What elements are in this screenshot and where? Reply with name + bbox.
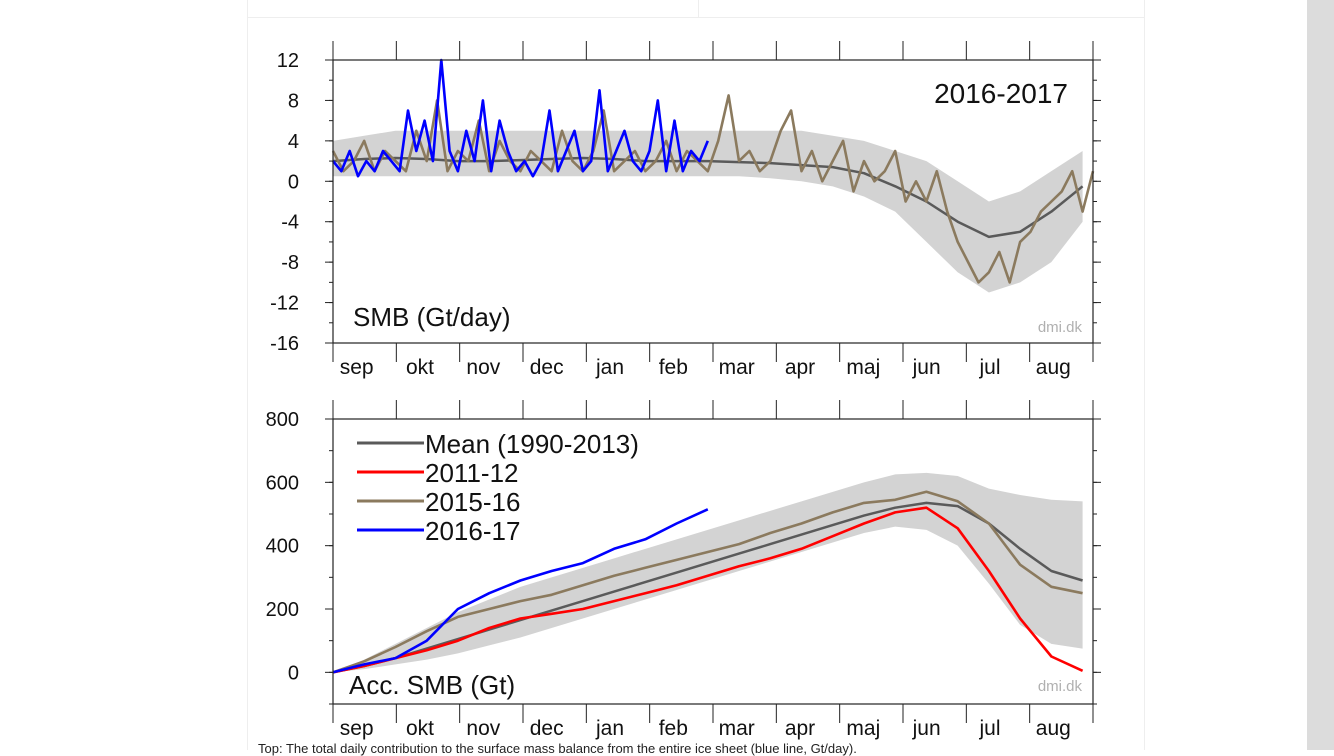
watermark: dmi.dk [1038,319,1083,336]
scrollbar[interactable] [1307,0,1334,750]
y-tick-label: 600 [266,472,299,494]
table-cell [248,0,699,18]
y-tick-label: -16 [270,333,299,355]
panel-1 [325,41,1101,362]
x-tick-label: maj [846,356,880,379]
panel-2 [325,400,1101,723]
x-tick-label: aug [1036,356,1071,379]
y-tick-label: 200 [266,599,299,621]
x-tick-label: jan [595,356,624,379]
x-tick-label: okt [406,717,434,740]
y-axis-label: Acc. SMB (Gt) [349,670,515,700]
y-tick-label: 8 [288,90,299,112]
legend-entry: 2016-17 [425,516,520,546]
x-tick-label: jan [595,717,624,740]
legend-entry: 2015-16 [425,487,520,517]
y-tick-label: -8 [281,252,299,274]
chart-title: 2016-2017 [934,78,1068,109]
page-container [247,0,1145,750]
series-line-y2016 [331,58,710,178]
x-tick-label: mar [719,717,755,740]
range-band [333,472,1083,673]
series-line-y2011 [332,506,1084,674]
x-tick-label: jul [978,356,1000,379]
y-tick-label: 800 [266,409,299,431]
y-tick-label: 400 [266,536,299,558]
y-axis-label: SMB (Gt/day) [353,302,510,332]
x-tick-label: apr [785,356,815,379]
y-tick-label: -12 [270,293,299,315]
watermark: dmi.dk [1038,678,1083,695]
x-tick-label: jul [978,717,1000,740]
series-line-y2016 [332,508,709,674]
series-line-mean [332,501,1083,674]
x-tick-label: jun [912,717,941,740]
x-tick-label: dec [530,717,564,740]
legend-entry: Mean (1990-2013) [425,429,639,459]
series-line-y2015 [332,490,1083,674]
table-cell [699,0,1144,18]
x-tick-label: sep [340,717,374,740]
series-line-mean [332,156,1084,239]
x-tick-label: sep [340,356,374,379]
x-tick-label: apr [785,717,815,740]
x-tick-label: feb [659,717,688,740]
figure-caption: Top: The total daily contribution to the… [258,741,857,756]
x-tick-label: dec [530,356,564,379]
legend-entry: 2011-12 [425,458,519,488]
series-line-y2015 [331,94,1095,284]
y-tick-label: 12 [277,50,299,72]
x-tick-label: okt [406,356,434,379]
y-tick-label: 0 [288,662,299,684]
x-tick-label: jun [912,356,941,379]
x-tick-label: maj [846,717,880,740]
x-tick-label: mar [719,356,755,379]
x-tick-label: aug [1036,717,1071,740]
x-tick-label: feb [659,356,688,379]
y-tick-label: 4 [288,131,299,153]
x-tick-label: nov [466,356,500,379]
y-tick-label: -4 [281,212,299,234]
y-tick-label: 0 [288,171,299,193]
x-tick-label: nov [466,717,500,740]
